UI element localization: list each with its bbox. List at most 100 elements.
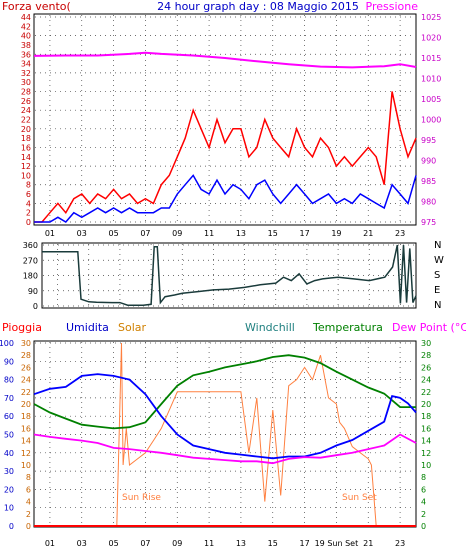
pressure-tick-label: 1020 — [421, 34, 441, 43]
wind-pressure-chart: 0246810121416182022242628303234363840424… — [2, 0, 441, 238]
wind-tick-label: 42 — [21, 22, 31, 31]
humidity-series-line — [33, 373, 417, 460]
direction-tick-label: 0 — [33, 302, 38, 311]
pressure-axis-label: Pressione — [366, 0, 419, 13]
top-plot-frame — [33, 13, 417, 226]
wind-axis-ticks: 0246810121416182022242628303234363840424… — [21, 13, 31, 227]
direction-tick-label: 360 — [23, 241, 38, 250]
direction-tick-label: 180 — [23, 272, 38, 281]
temperature-tick-label: 26 — [421, 363, 431, 372]
bottom-x-tick-label: 21 — [363, 539, 373, 548]
bottom-x-tick-label: 23 — [395, 539, 405, 548]
humidity-tick-label: 50 — [4, 431, 14, 440]
top-grid — [35, 15, 415, 224]
mid-series-layer — [42, 244, 417, 306]
compass-label: W — [434, 255, 444, 266]
solar-tick-label: 8 — [26, 473, 31, 482]
top-x-tick-label: 23 — [395, 229, 405, 238]
direction-tick-label: 270 — [23, 256, 38, 265]
solar-tick-label: 12 — [21, 449, 31, 458]
pressure-tick-label: 975 — [421, 218, 436, 227]
solar-tick-label: 22 — [21, 388, 31, 397]
wind-tick-label: 20 — [21, 125, 31, 134]
solar-tick-label: 26 — [21, 363, 31, 372]
bottom-plot-frame — [33, 340, 417, 528]
solar-tick-label: 18 — [21, 412, 31, 421]
humidity-tick-label: 0 — [9, 522, 14, 531]
solar-tick-label: 4 — [26, 498, 31, 507]
wind-tick-label: 6 — [26, 190, 31, 199]
solar-tick-label: 2 — [26, 510, 31, 519]
solar-tick-label: 16 — [21, 424, 31, 433]
pressure-tick-label: 990 — [421, 157, 436, 166]
solar-tick-label: 20 — [21, 400, 31, 409]
pressure-tick-label: 1000 — [421, 116, 441, 125]
compass-label: N — [434, 300, 441, 311]
temperature-tick-label: 18 — [421, 412, 431, 421]
bottom-x-axis-ticks: 01 03 05 07 09 11 13 15 17 19 Sun Set 21 23 — [45, 539, 405, 548]
temperature-tick-label: 14 — [421, 437, 431, 446]
top-series-layer — [33, 51, 417, 223]
pressure-axis-ticks: 975 980 985 990 995 1000 1005 1010 1015 1020 1025 — [421, 13, 441, 227]
bottom-x-tick-label: 03 — [77, 539, 87, 548]
wind-tick-label: 36 — [21, 50, 31, 59]
compass-label: S — [434, 270, 440, 281]
wind-tick-label: 10 — [21, 171, 31, 180]
wind-series-line — [34, 174, 417, 223]
pressure-tick-label: 985 — [421, 177, 436, 186]
compass-label: E — [434, 285, 440, 296]
bottom-series-layer — [33, 342, 417, 527]
temperature-tick-label: 24 — [421, 376, 431, 385]
dewpoint-series-line — [33, 433, 417, 465]
wind-tick-label: 34 — [21, 60, 31, 69]
pressure-tick-label: 1005 — [421, 95, 441, 104]
humidity-tick-label: 30 — [4, 467, 14, 476]
humidity-tick-label: 90 — [4, 357, 14, 366]
wind-tick-label: 4 — [26, 199, 31, 208]
solar-tick-label: 6 — [26, 485, 31, 494]
humidity-tick-label: 80 — [4, 376, 14, 385]
solar-label: Solar — [118, 321, 147, 334]
top-x-tick-label: 13 — [236, 229, 246, 238]
bottom-x-tick-label: 01 — [45, 539, 55, 548]
solar-tick-label: 10 — [21, 461, 31, 470]
solar-tick-label: 24 — [21, 376, 31, 385]
top-x-tick-label: 01 — [45, 229, 55, 238]
sunrise-annotation: Sun Rise — [122, 493, 161, 503]
temperature-tick-label: 28 — [421, 351, 431, 360]
temperature-tick-label: 22 — [421, 388, 431, 397]
solar-series-line — [34, 342, 416, 527]
gust-series-line — [34, 91, 417, 223]
pressure-tick-label: 1015 — [421, 54, 441, 63]
temperature-tick-label: 20 — [421, 400, 431, 409]
humidity-tick-label: 70 — [4, 394, 14, 403]
wind-tick-label: 8 — [26, 181, 31, 190]
wind-tick-label: 38 — [21, 41, 31, 50]
temperature-series-line — [33, 354, 416, 430]
solar-tick-label: 14 — [21, 437, 31, 446]
humidity-tick-label: 100 — [0, 339, 14, 348]
temperature-tick-label: 6 — [421, 485, 426, 494]
pressure-tick-label: 1025 — [421, 13, 441, 22]
direction-axis-ticks: 360 270 180 90 0 — [23, 241, 38, 311]
wind-tick-label: 0 — [26, 218, 31, 227]
top-x-tick-label: 11 — [204, 229, 214, 238]
humidity-axis-ticks: 0 10 20 30 40 50 60 70 80 90 100 — [0, 339, 14, 531]
wind-tick-label: 16 — [21, 143, 31, 152]
bottom-x-tick-label: 09 — [172, 539, 182, 548]
pressure-tick-label: 980 — [421, 198, 436, 207]
windchill-label: Windchill — [245, 321, 295, 334]
wind-tick-label: 28 — [21, 88, 31, 97]
pressure-tick-label: 995 — [421, 136, 436, 145]
bottom-x-tick-label: 07 — [140, 539, 150, 548]
humidity-tick-label: 20 — [4, 485, 14, 494]
top-x-tick-label: 17 — [299, 229, 309, 238]
bottom-x-tick-label: 13 — [236, 539, 246, 548]
wind-tick-label: 32 — [21, 69, 31, 78]
pressure-series-line — [33, 51, 417, 69]
top-x-tick-label: 19 — [331, 229, 341, 238]
